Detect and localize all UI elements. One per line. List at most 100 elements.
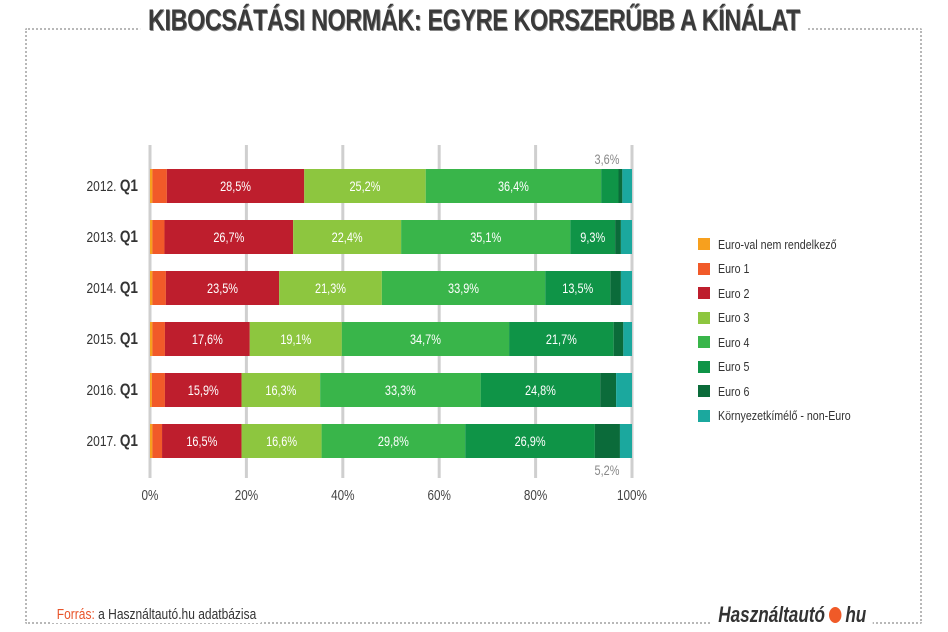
- bar-segment: [622, 169, 632, 203]
- data-label: 23,5%: [207, 281, 238, 297]
- x-tick-label: 20%: [235, 487, 258, 504]
- bar-segment: [150, 220, 153, 254]
- bar-segment: [610, 271, 621, 305]
- data-label: 21,3%: [315, 281, 346, 297]
- brand-logo: Használtautó hu: [712, 602, 873, 628]
- legend-label: Környezetkímélő - non-Euro: [718, 408, 851, 424]
- bar-segment: [151, 373, 165, 407]
- x-tick-label: 80%: [524, 487, 547, 504]
- bar-segment: [152, 424, 163, 458]
- legend-label: Euro 4: [718, 334, 750, 350]
- brand-name: Használtautó: [718, 602, 826, 627]
- data-label: 19,1%: [280, 332, 311, 348]
- data-label: 33,9%: [448, 281, 479, 297]
- source-note: Forrás: a Használtautó.hu adatbázisa: [52, 606, 262, 623]
- y-category-label: 2012. Q1: [87, 177, 139, 196]
- x-tick-label: 100%: [617, 487, 647, 504]
- data-label: 17,6%: [192, 332, 223, 348]
- bar-segment: [164, 373, 242, 407]
- bar-segment: [401, 220, 571, 254]
- bar-segment: [321, 424, 466, 458]
- data-label: 16,3%: [265, 383, 296, 399]
- data-label: 36,4%: [498, 179, 529, 195]
- y-category-label: 2016. Q1: [87, 381, 139, 400]
- data-label: 21,7%: [546, 332, 577, 348]
- bar-segment: [320, 373, 481, 407]
- data-label: 34,7%: [410, 332, 441, 348]
- data-label: 22,4%: [332, 230, 363, 246]
- data-label: 16,6%: [266, 434, 297, 450]
- data-label: 33,3%: [385, 383, 416, 399]
- y-category-label: 2014. Q1: [87, 279, 139, 298]
- source-label: Forrás:: [56, 606, 95, 623]
- bar-segment: [150, 271, 153, 305]
- source-text: a Használtautó.hu adatbázisa: [98, 606, 257, 623]
- data-label: 25,2%: [349, 179, 380, 195]
- brand-dot-icon: [828, 607, 842, 623]
- bar-segment: [152, 169, 167, 203]
- legend-label: Euro 3: [718, 310, 750, 326]
- legend-swatch: [698, 287, 710, 300]
- legend-label: Euro 2: [718, 285, 750, 301]
- legend-swatch: [698, 262, 710, 275]
- bar-segment: [570, 220, 616, 254]
- bar-segment: [152, 220, 165, 254]
- bar-segment: [241, 424, 322, 458]
- bar-segment: [165, 271, 280, 305]
- legend: Euro-val nem rendelkező Euro 1 Euro 2 Euro …: [698, 232, 880, 428]
- y-category-label: 2015. Q1: [87, 330, 139, 349]
- bar-segment: [152, 322, 165, 356]
- chart-title: KIBOCSÁTÁSI NORMÁK: EGYRE KORSZERŰBB A K…: [140, 4, 808, 38]
- legend-label: Euro 1: [718, 261, 750, 277]
- legend-item: Euro 6: [698, 379, 880, 404]
- y-category-label: 2013. Q1: [87, 228, 139, 247]
- bar-segment: [620, 220, 632, 254]
- bar-segment: [601, 169, 619, 203]
- legend-item: Euro 4: [698, 330, 880, 355]
- data-label: 13,5%: [562, 281, 593, 297]
- data-label: 26,7%: [213, 230, 244, 246]
- data-label: 24,8%: [525, 383, 556, 399]
- legend-label: Euro 5: [718, 359, 750, 375]
- x-tick-label: 0%: [142, 487, 159, 504]
- legend-label: Euro 6: [718, 383, 750, 399]
- bar-segment: [162, 424, 242, 458]
- legend-item: Euro-val nem rendelkező: [698, 232, 880, 257]
- bar-segment: [249, 322, 342, 356]
- chart-title-wrap: KIBOCSÁTÁSI NORMÁK: EGYRE KORSZERŰBB A K…: [0, 4, 948, 38]
- bar-segment: [619, 424, 632, 458]
- bar-segment: [166, 169, 305, 203]
- bar-segment: [304, 169, 426, 203]
- bar-segment: [150, 424, 153, 458]
- annotation-label: 3,6%: [595, 152, 620, 168]
- data-label: 9,3%: [580, 230, 605, 246]
- bar-segment: [620, 271, 632, 305]
- bar-segment: [509, 322, 614, 356]
- data-label: 26,9%: [515, 434, 546, 450]
- legend-item: Euro 3: [698, 306, 880, 331]
- data-label: 16,5%: [186, 434, 217, 450]
- bar-segment: [613, 322, 624, 356]
- bar-segment: [480, 373, 601, 407]
- bar-segment: [618, 169, 623, 203]
- bar-segment: [293, 220, 402, 254]
- y-category-label: 2017. Q1: [87, 432, 139, 451]
- x-tick-label: 40%: [331, 487, 354, 504]
- data-label: 28,5%: [220, 179, 251, 195]
- data-label: 29,8%: [378, 434, 409, 450]
- legend-swatch: [698, 311, 710, 324]
- legend-item: Környezetkímélő - non-Euro: [698, 404, 880, 429]
- data-label: 15,9%: [188, 383, 219, 399]
- legend-swatch: [698, 385, 710, 398]
- bar-segment: [545, 271, 611, 305]
- legend-swatch: [698, 238, 710, 251]
- brand-tld: hu: [845, 602, 867, 627]
- bar-segment: [152, 271, 166, 305]
- legend-swatch: [698, 360, 710, 373]
- bar-segment: [623, 322, 632, 356]
- legend-label: Euro-val nem rendelkező: [718, 236, 837, 252]
- bar-segment: [279, 271, 382, 305]
- legend-item: Euro 5: [698, 355, 880, 380]
- bar-segment: [150, 322, 153, 356]
